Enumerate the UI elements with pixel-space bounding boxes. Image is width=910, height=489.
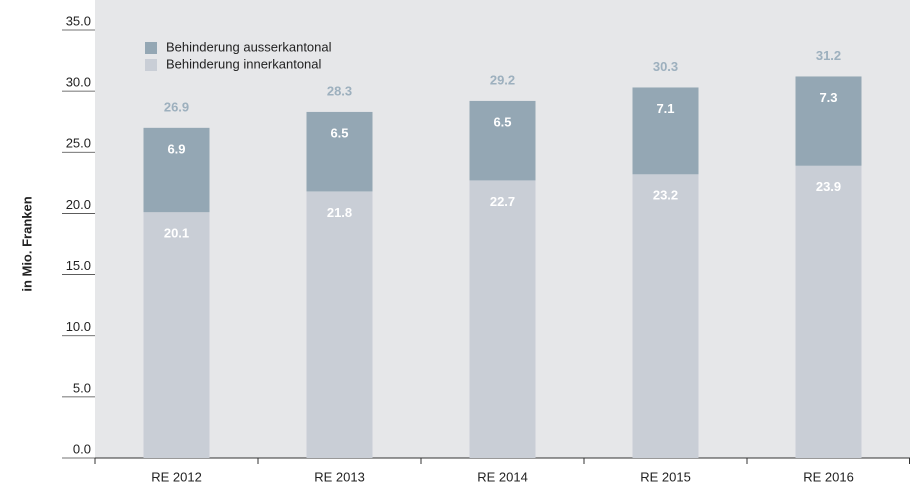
legend-swatch bbox=[145, 42, 157, 54]
value-label: 7.1 bbox=[656, 101, 674, 116]
value-label: 6.5 bbox=[330, 125, 348, 140]
x-tick-label: RE 2013 bbox=[314, 469, 365, 484]
bar-segment bbox=[306, 111, 373, 192]
value-label: 6.5 bbox=[493, 114, 511, 129]
value-label: 22.7 bbox=[490, 194, 515, 209]
value-label: 20.1 bbox=[164, 226, 189, 241]
total-label: 31.2 bbox=[816, 48, 841, 63]
legend-label: Behinderung innerkantonal bbox=[166, 56, 322, 71]
y-tick-label: 20.0 bbox=[66, 197, 91, 212]
value-label: 7.3 bbox=[819, 90, 837, 105]
y-tick-label: 30.0 bbox=[66, 75, 91, 90]
bar-segment bbox=[795, 165, 862, 459]
total-label: 26.9 bbox=[164, 99, 189, 114]
x-tick-label: RE 2015 bbox=[640, 469, 691, 484]
bar-segment bbox=[143, 127, 210, 213]
total-label: 30.3 bbox=[653, 59, 678, 74]
value-label: 23.9 bbox=[816, 179, 841, 194]
total-label: 29.2 bbox=[490, 72, 515, 87]
bar-segment bbox=[469, 100, 536, 181]
y-tick-label: 5.0 bbox=[73, 380, 91, 395]
y-tick-label: 10.0 bbox=[66, 319, 91, 334]
value-label: 21.8 bbox=[327, 205, 352, 220]
y-tick-label: 25.0 bbox=[66, 136, 91, 151]
bar-segment bbox=[469, 180, 536, 458]
bar-segment bbox=[795, 76, 862, 166]
bar-segment bbox=[143, 212, 210, 458]
y-tick-label: 0.0 bbox=[73, 441, 91, 456]
bar-segment bbox=[306, 191, 373, 458]
x-tick-label: RE 2016 bbox=[803, 469, 854, 484]
value-label: 23.2 bbox=[653, 188, 678, 203]
y-tick-label: 15.0 bbox=[66, 258, 91, 273]
bar-segment bbox=[632, 174, 699, 458]
x-tick-label: RE 2014 bbox=[477, 469, 528, 484]
legend-label: Behinderung ausserkantonal bbox=[166, 39, 332, 54]
y-axis-label: in Mio. Franken bbox=[19, 196, 34, 291]
legend-swatch bbox=[145, 59, 157, 71]
total-label: 28.3 bbox=[327, 83, 352, 98]
x-tick-label: RE 2012 bbox=[151, 469, 202, 484]
y-tick-label: 35.0 bbox=[66, 13, 91, 28]
bar-segment bbox=[632, 87, 699, 175]
value-label: 6.9 bbox=[167, 141, 185, 156]
